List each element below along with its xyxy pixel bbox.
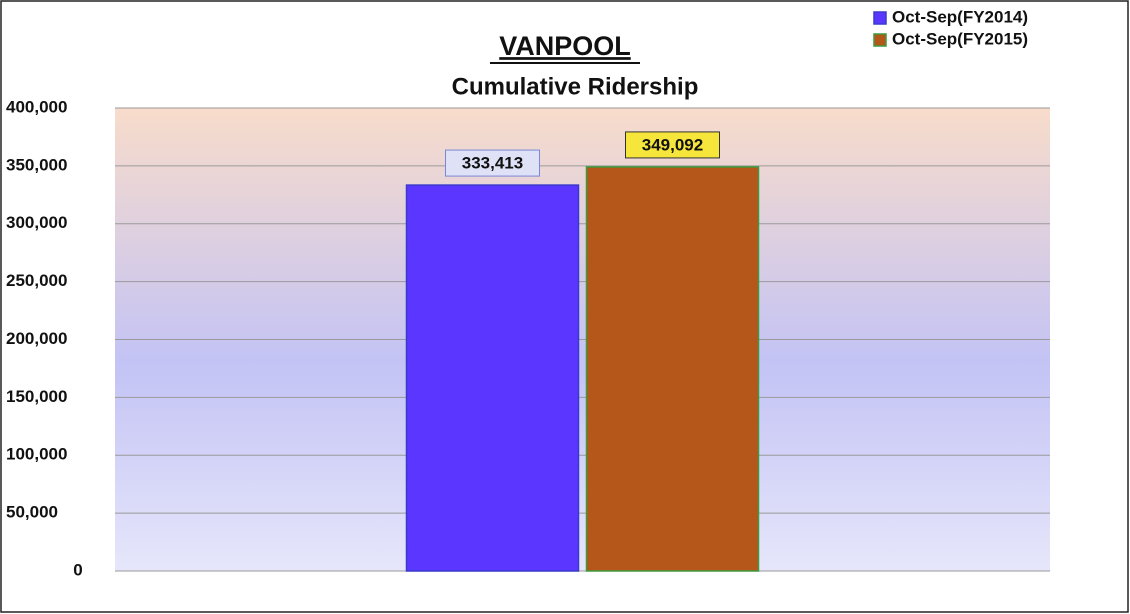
y-tick-label: 400,000 <box>6 97 67 116</box>
legend-label: Oct-Sep(FY2014) <box>892 7 1028 26</box>
y-tick-label: 0 <box>73 560 82 579</box>
legend-label: Oct-Sep(FY2015) <box>892 29 1028 48</box>
y-tick-label: 200,000 <box>6 329 67 348</box>
bar <box>585 166 760 572</box>
legend-swatch <box>873 11 887 25</box>
y-tick-label: 50,000 <box>6 503 58 522</box>
y-tick-label: 150,000 <box>6 387 67 406</box>
chart-subtitle: Cumulative Ridership <box>452 73 699 100</box>
y-tick-label: 350,000 <box>6 155 67 174</box>
bar <box>405 184 580 572</box>
data-label-box <box>445 149 540 177</box>
data-label: 349,092 <box>642 135 703 154</box>
data-label-box <box>625 131 720 159</box>
legend-swatch <box>873 33 887 47</box>
data-label: 333,413 <box>462 154 523 173</box>
y-tick-label: 100,000 <box>6 445 67 464</box>
y-tick-label: 250,000 <box>6 271 67 290</box>
chart-title: VANPOOL <box>499 31 631 61</box>
y-tick-label: 300,000 <box>6 213 67 232</box>
